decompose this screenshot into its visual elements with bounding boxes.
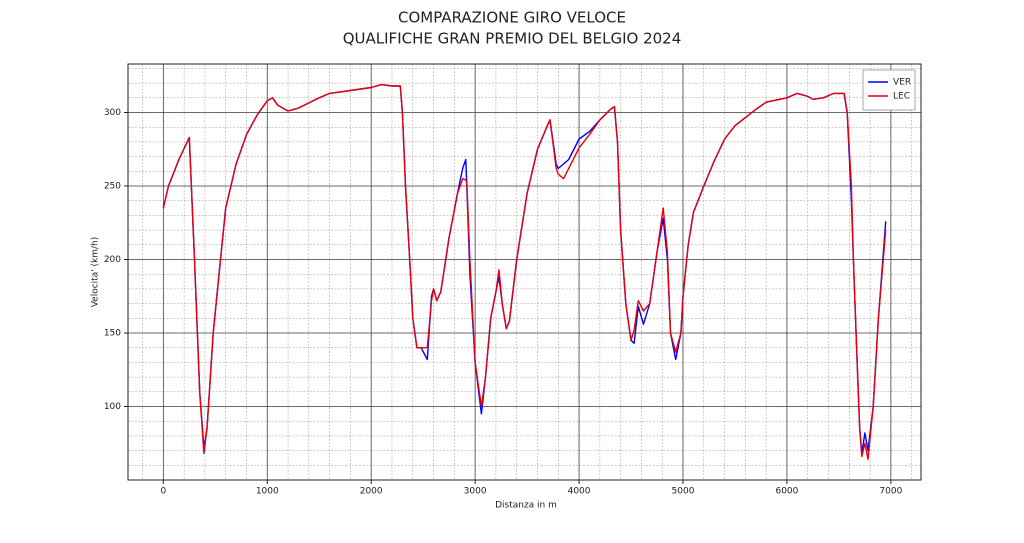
x-tick-label: 0: [160, 487, 166, 497]
plot-frame: [127, 63, 922, 481]
y-tick-label: 200: [104, 255, 121, 265]
x-tick-label: 5000: [672, 487, 695, 497]
legend-label: VER: [893, 78, 911, 88]
x-tick-label: 1000: [256, 487, 279, 497]
legend-label: LEC: [893, 92, 910, 102]
x-tick-label: 2000: [360, 487, 383, 497]
legend: VER LEC: [862, 69, 916, 111]
chart-subtitle: QUALIFICHE GRAN PREMIO DEL BELGIO 2024: [343, 30, 682, 48]
y-axis-label: Velocita' (km/h): [91, 237, 101, 308]
x-tick-label: 7000: [879, 487, 902, 497]
y-tick-label: 100: [104, 402, 121, 412]
x-tick-label: 3000: [464, 487, 487, 497]
x-tick-label: 6000: [775, 487, 798, 497]
series-line: [162, 83, 887, 455]
series-line: [162, 83, 887, 461]
x-tick-label: 4000: [568, 487, 591, 497]
y-tick-label: 150: [104, 329, 121, 339]
y-tick-label: 250: [104, 182, 121, 192]
chart-title: COMPARAZIONE GIRO VELOCE: [398, 9, 626, 27]
legend-box: [862, 69, 916, 111]
x-axis-label: Distanza in m: [495, 501, 557, 511]
y-tick-label: 300: [104, 108, 121, 118]
